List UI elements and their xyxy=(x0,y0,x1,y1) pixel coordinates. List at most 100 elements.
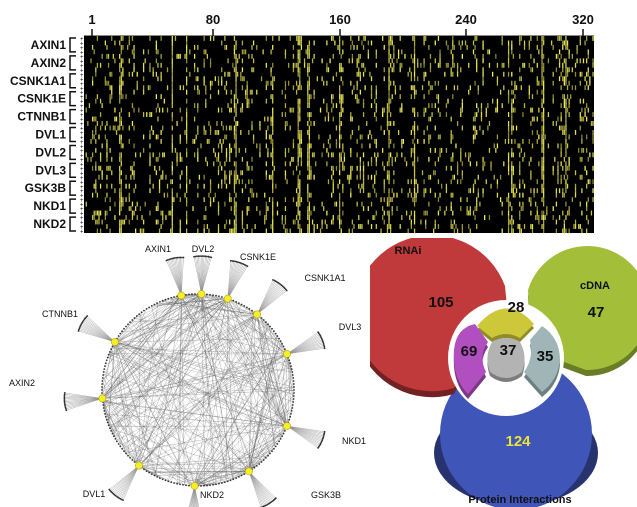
heatmap-cell xyxy=(503,62,505,68)
heatmap-cell xyxy=(536,188,538,194)
heatmap-cell xyxy=(284,80,287,86)
heatmap-cell xyxy=(308,206,310,212)
heatmap-cell xyxy=(251,44,253,50)
heatmap-cell xyxy=(587,67,589,73)
heatmap-cell xyxy=(530,36,532,41)
heatmap-cell xyxy=(563,76,565,82)
heatmap-cell xyxy=(249,188,252,194)
interaction-edge xyxy=(114,299,167,343)
hub-node xyxy=(98,394,107,403)
heatmap-cell xyxy=(428,80,430,86)
heatmap-cell xyxy=(541,138,543,144)
heatmap-cell xyxy=(445,188,448,194)
heatmap-cell xyxy=(155,44,157,50)
heatmap-cell xyxy=(95,183,97,189)
peripheral-edge xyxy=(171,258,182,296)
heatmap-cell xyxy=(307,174,309,180)
ring-node xyxy=(125,452,127,455)
heatmap-cell xyxy=(272,147,274,153)
heatmap-cell xyxy=(382,206,384,212)
heatmap-cell xyxy=(535,201,537,207)
heatmap-cell xyxy=(122,36,124,41)
ring-node xyxy=(229,479,232,482)
heatmap-cell xyxy=(184,192,186,198)
heatmap-cell xyxy=(370,174,373,180)
heatmap-cell xyxy=(122,67,124,73)
heatmap-cell xyxy=(587,85,589,91)
heatmap-cell xyxy=(358,67,360,73)
interaction-edge xyxy=(106,314,258,421)
heatmap-cell xyxy=(256,44,258,50)
heatmap-cell xyxy=(375,224,377,229)
heatmap-cell xyxy=(98,210,100,216)
heatmap-cell xyxy=(413,58,416,64)
heatmap-cell xyxy=(507,210,510,216)
interaction-edge xyxy=(286,365,292,427)
heatmap-cell xyxy=(142,49,145,55)
heatmap-cell xyxy=(417,125,419,131)
heatmap-cell xyxy=(171,53,173,59)
interaction-edge xyxy=(111,348,141,467)
heatmap-cell xyxy=(104,76,106,82)
peripheral-edge xyxy=(256,290,287,315)
ring-node xyxy=(114,438,117,440)
heatmap-cell xyxy=(332,215,334,220)
heatmap-cell xyxy=(106,121,108,126)
heatmap-cell xyxy=(450,192,452,198)
heatmap-cell xyxy=(256,192,258,198)
heatmap-cell xyxy=(162,152,164,158)
peripheral-edge xyxy=(83,320,115,343)
heatmap-cell xyxy=(203,80,205,86)
interaction-edge xyxy=(114,341,206,486)
heatmap-cell xyxy=(120,44,122,50)
heatmap-cell xyxy=(106,156,108,162)
heatmap-cell xyxy=(536,179,538,185)
heatmap-cell xyxy=(386,224,389,229)
peripheral-edge xyxy=(173,258,182,296)
heatmap-cell xyxy=(512,107,514,113)
heatmap-cell xyxy=(197,67,199,73)
heatmap-cell xyxy=(531,107,534,113)
heatmap-cell xyxy=(393,192,395,198)
heatmap-cell xyxy=(456,228,459,234)
heatmap-cell xyxy=(335,125,338,131)
hub-node xyxy=(283,422,291,430)
heatmap-cell xyxy=(120,80,122,86)
heatmap-cell xyxy=(530,188,532,194)
heatmap-cell xyxy=(589,80,591,86)
heatmap-cell xyxy=(512,192,514,198)
interaction-edge xyxy=(108,341,116,425)
heatmap-cell xyxy=(477,174,479,180)
heatmap-cell xyxy=(531,94,534,100)
peripheral-node xyxy=(80,323,83,326)
heatmap-cell xyxy=(272,174,274,180)
heatmap-cell xyxy=(292,107,295,113)
heatmap-cell xyxy=(292,143,295,149)
heatmap-cell xyxy=(149,174,151,180)
peripheral-edge xyxy=(256,287,284,315)
heatmap-cell xyxy=(342,210,344,216)
heatmap-cell xyxy=(339,156,341,162)
heatmap-cell xyxy=(186,112,188,117)
heatmap-cell xyxy=(120,219,122,225)
heatmap-cell xyxy=(576,58,578,64)
heatmap-cell xyxy=(359,76,361,82)
heatmap-cell xyxy=(507,89,510,95)
interaction-edge xyxy=(145,294,202,471)
heatmap-cell xyxy=(288,80,290,86)
heatmap-cell xyxy=(388,80,390,86)
heatmap-cell xyxy=(388,215,390,220)
heatmap-cell xyxy=(339,197,341,203)
heatmap-cell xyxy=(511,71,513,77)
heatmap-cell xyxy=(235,138,237,144)
heatmap-cell xyxy=(413,130,416,135)
heatmap-cell xyxy=(128,40,130,46)
ring-node xyxy=(240,303,243,306)
heatmap-cell xyxy=(413,147,416,153)
heatmap-cell xyxy=(359,89,361,95)
heatmap-cell xyxy=(179,224,181,229)
heatmap-cell xyxy=(437,36,440,41)
heatmap-cell xyxy=(423,76,425,82)
hub-node-label: DVL2 xyxy=(192,244,215,254)
heatmap-cell xyxy=(120,197,122,203)
